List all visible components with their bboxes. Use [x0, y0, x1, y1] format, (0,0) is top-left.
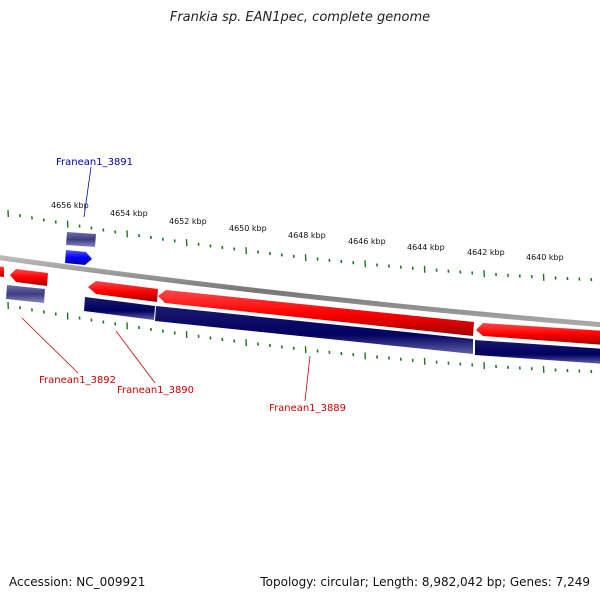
gene-arrow-forward[interactable] [10, 269, 48, 286]
gene-arrow-forward[interactable] [88, 281, 158, 302]
scale-label: 4644 kbp [407, 243, 445, 252]
gene-label-3891[interactable]: Franean1_3891 [56, 157, 133, 168]
scale-ticks-inner [7, 301, 593, 374]
scale-label: 4648 kbp [288, 231, 326, 240]
leader-line-3892 [21, 317, 79, 374]
leader-line-3891 [83, 166, 92, 218]
gene-label-3892[interactable]: Franean1_3892 [39, 375, 116, 386]
genome-backbone [0, 255, 600, 328]
scale-label: 4642 kbp [467, 248, 505, 257]
gene-block-rna[interactable] [66, 232, 96, 247]
scale-label: 4640 kbp [526, 253, 564, 262]
scale-label: 4650 kbp [229, 224, 267, 233]
genome-summary-text: Topology: circular; Length: 8,982,042 bp… [260, 575, 590, 589]
scale-label: 4654 kbp [110, 209, 148, 218]
gene-arrow-reverse[interactable] [155, 306, 473, 354]
scale-label: 4646 kbp [348, 237, 386, 246]
gene-arrow-forward[interactable] [158, 290, 474, 336]
scale-ticks-outer [7, 209, 593, 282]
gene-label-3890[interactable]: Franean1_3890 [117, 385, 194, 396]
leader-line-3889 [304, 355, 311, 402]
scale-labels: 4656 kbp 4654 kbp 4652 kbp 4650 kbp 4648… [51, 201, 564, 262]
gene-arrow-highlight[interactable] [65, 250, 92, 265]
gene-label-3889[interactable]: Franean1_3889 [269, 403, 346, 414]
leader-line-3890 [115, 330, 156, 384]
gene-arrow-forward[interactable] [476, 323, 600, 345]
gene-arrow-reverse[interactable] [475, 340, 600, 364]
scale-label: 4652 kbp [169, 217, 207, 226]
gene-arrow-reverse[interactable] [84, 297, 155, 320]
map-title: Frankia sp. EAN1pec, complete genome [169, 10, 431, 25]
scale-label: 4656 kbp [51, 201, 89, 210]
gene-block-rna[interactable] [6, 285, 45, 303]
accession-text: Accession: NC_009921 [9, 575, 146, 589]
gene-arrow-forward[interactable] [0, 266, 4, 277]
